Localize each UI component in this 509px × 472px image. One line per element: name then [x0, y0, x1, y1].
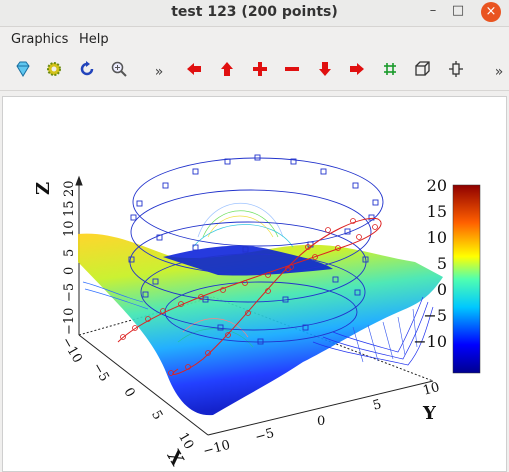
gear-icon[interactable] — [42, 60, 66, 84]
x-tick: −10 — [58, 335, 85, 366]
z-axis-ticks: Z −10 −5 0 5 10 15 20 — [33, 180, 77, 335]
minus-icon[interactable] — [280, 60, 304, 84]
y-tick: −10 — [202, 438, 232, 460]
spiral-red — [117, 217, 382, 375]
z-tick: 15 — [62, 200, 77, 217]
maximize-button[interactable]: □ — [451, 3, 465, 18]
arrow-right-icon[interactable] — [345, 60, 369, 84]
colorbar-tick: 20 — [427, 176, 447, 195]
y-tick: 10 — [421, 380, 441, 399]
zoom-icon[interactable] — [107, 60, 131, 84]
z-axis-label: Z — [33, 182, 54, 195]
menu-help[interactable]: Help — [79, 32, 109, 47]
z-tick: −10 — [62, 308, 77, 335]
y-axis-label: Y — [422, 403, 437, 424]
spiral-red-markers — [120, 218, 378, 376]
close-button[interactable]: × — [481, 2, 501, 22]
x-tick: 10 — [175, 430, 196, 452]
minimize-button[interactable]: – — [429, 3, 437, 18]
crop-icon[interactable] — [444, 60, 468, 84]
toolbar-overflow-right[interactable]: » — [494, 64, 504, 80]
toolbar: » » — [0, 52, 509, 91]
colorbar: 20 15 10 5 0 −5 −10 — [413, 176, 481, 374]
colorbar-tick: −5 — [423, 306, 447, 325]
y-tick: 0 — [317, 414, 325, 429]
cube-icon[interactable] — [410, 60, 434, 84]
diamond-icon[interactable] — [11, 60, 35, 84]
z-tick: −5 — [62, 283, 77, 302]
z-tick: 5 — [62, 249, 77, 257]
spiral-blue-markers — [128, 154, 379, 345]
x-tick: −5 — [89, 360, 112, 384]
colorbar-tick: 15 — [427, 202, 447, 221]
window-title: test 123 (200 points) — [171, 4, 338, 20]
y-tick: −5 — [254, 426, 276, 445]
menu-graphics[interactable]: Graphics — [11, 32, 69, 47]
z-tick: 0 — [62, 267, 77, 275]
z-tick: 10 — [62, 220, 77, 237]
toolbar-overflow-left[interactable]: » — [154, 64, 164, 80]
menu-bar: Graphics Help — [0, 27, 509, 51]
y-axis-ticks: −10 −5 0 5 10 Y — [202, 380, 442, 459]
title-bar: test 123 (200 points) – □ × — [0, 0, 509, 27]
arrow-up-icon[interactable] — [215, 60, 239, 84]
plus-icon[interactable] — [248, 60, 272, 84]
arrow-down-icon[interactable] — [313, 60, 337, 84]
z-tick: 20 — [62, 180, 77, 197]
colorbar-tick: 5 — [437, 254, 447, 273]
x-tick: 0 — [120, 385, 137, 400]
plot-area[interactable]: Z −10 −5 0 5 10 15 20 −10 −5 0 5 10 X −1… — [2, 96, 507, 472]
colorbar-tick: 0 — [437, 280, 447, 299]
grid-icon[interactable] — [378, 60, 402, 84]
y-tick: 5 — [371, 397, 383, 414]
arrow-left-icon[interactable] — [182, 60, 206, 84]
x-tick: 5 — [148, 408, 165, 423]
plot-3d-svg: Z −10 −5 0 5 10 15 20 −10 −5 0 5 10 X −1… — [33, 154, 481, 469]
colorbar-tick: −10 — [413, 332, 447, 351]
colorbar-tick: 10 — [427, 228, 447, 247]
rotate-icon[interactable] — [75, 60, 99, 84]
